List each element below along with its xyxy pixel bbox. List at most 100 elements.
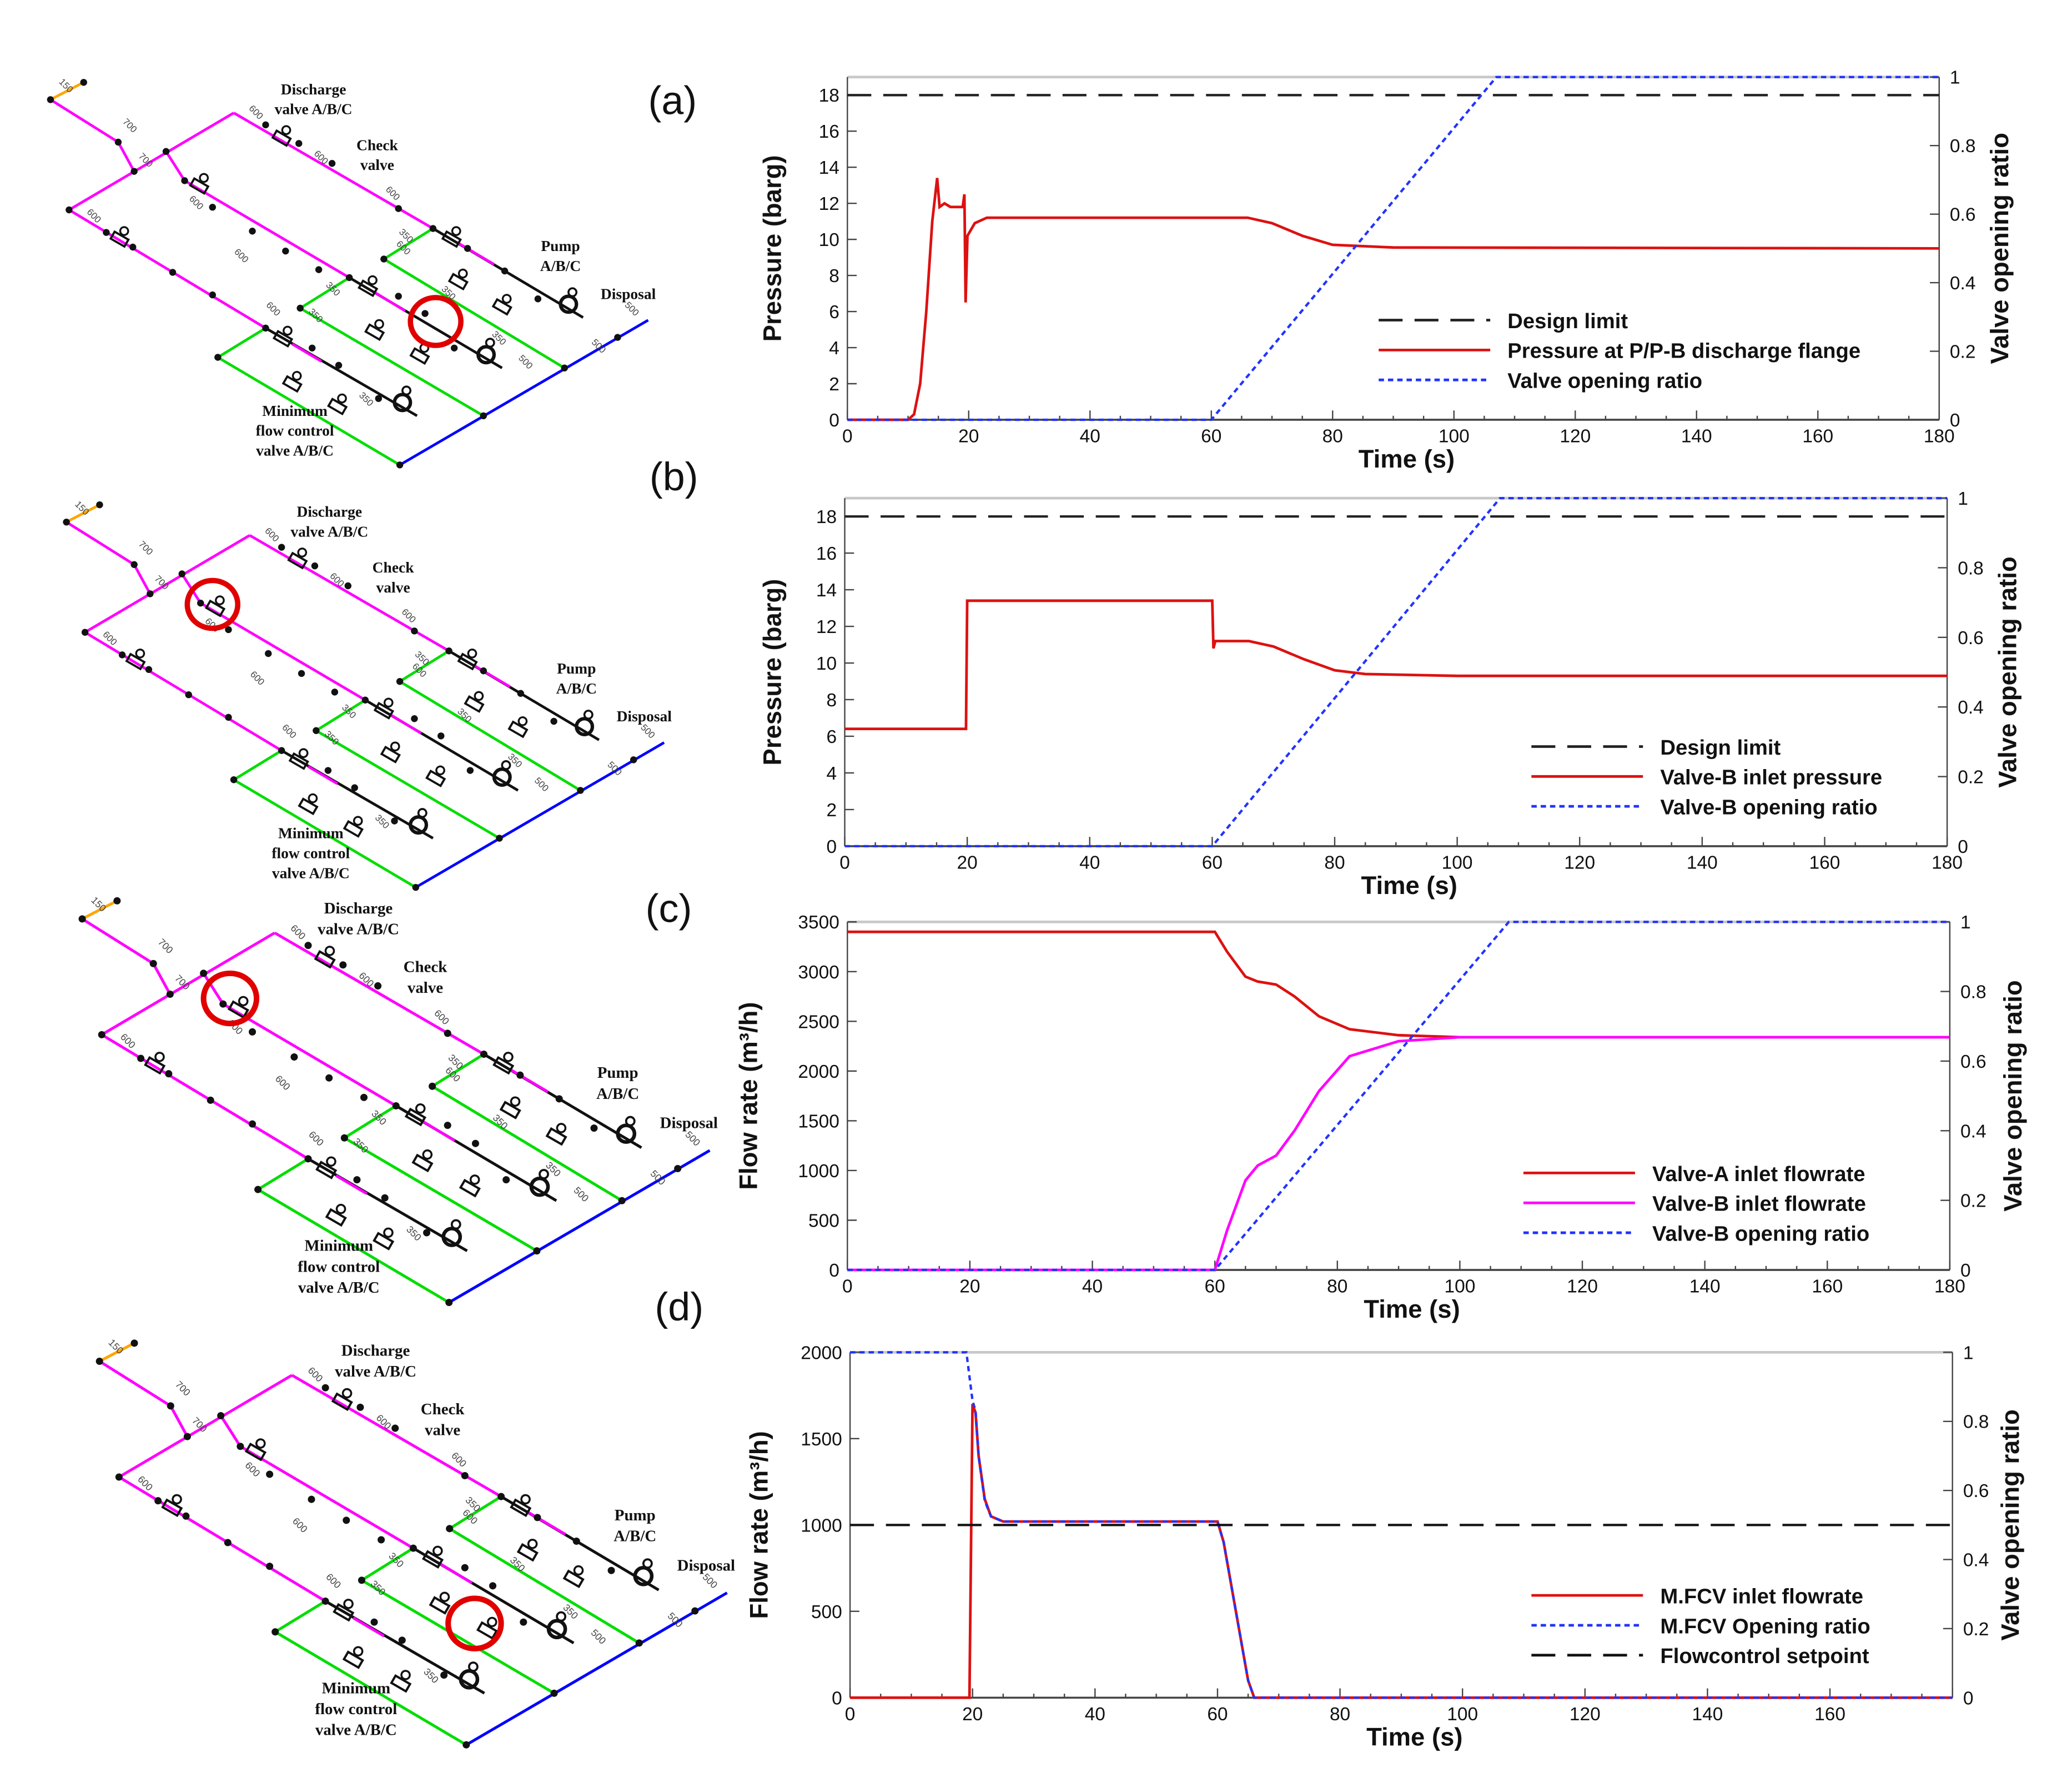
y2-tick-label: 1 [1963, 1343, 1974, 1363]
suction-line-c [68, 208, 266, 329]
pipe-node [311, 562, 319, 570]
pipe-node [118, 651, 126, 659]
x-tick-label: 40 [1082, 1277, 1103, 1297]
label-min-flow-control-valve-line: Minimum [304, 1238, 374, 1255]
valve-icon [545, 1123, 567, 1146]
pump-icon [409, 808, 429, 835]
x-tick-label: 0 [839, 853, 850, 873]
pipe-node [165, 1070, 173, 1078]
label-discharge-valve: Discharge valve A/B/C [290, 504, 368, 544]
valve-icon [343, 816, 364, 838]
pipe-node [533, 1247, 541, 1255]
label-check-valve-line: valve [376, 580, 410, 597]
pipe-node [691, 1607, 699, 1615]
label-check-valve-line: valve [407, 980, 444, 997]
pipe-node [446, 1525, 454, 1533]
pipe-node [423, 1229, 431, 1237]
y2-tick-label: 1 [1960, 912, 1971, 933]
y-axis-title: Flow rate (m³/h) [735, 1002, 763, 1190]
chart-d: 0 20 40 60 80 100 120 140 160 0 500 1000 1500 2000 0 0.… [745, 1343, 2025, 1751]
panel-label-a: (a) [648, 79, 697, 124]
pipe-segment [353, 1616, 385, 1638]
pipe-node [370, 1618, 378, 1626]
highlight-circle [200, 970, 260, 1027]
x-tick-label: 20 [962, 1704, 983, 1725]
suction-line-c [100, 1033, 309, 1161]
label-pump-line: Pump [557, 661, 596, 678]
valve-icon [404, 1103, 426, 1127]
pipe-node [534, 1514, 541, 1521]
pipe-segment [509, 1068, 549, 1093]
pipe-node [237, 1443, 244, 1450]
x-tick-label: 60 [1207, 1704, 1228, 1725]
pipe-node [271, 1628, 279, 1636]
label-min-flow-control-valve-line: Minimum [278, 826, 344, 842]
y2-axis-title: Valve opening ratio [1996, 1409, 2024, 1641]
label-discharge-valve: Discharge valve A/B/C [318, 900, 399, 941]
pipe-network-diagram: 150 700 700 600 600 600 600 600 600 600 600 350 350 3… [0, 0, 744, 491]
valve-icon [492, 1052, 515, 1075]
label-check-valve: Check valve [356, 137, 398, 177]
valve-icon [227, 996, 249, 1019]
pipe-node [183, 1433, 191, 1440]
label-discharge-valve: Discharge valve A/B/C [275, 81, 353, 121]
y-tick-label: 14 [816, 580, 837, 601]
legend-label: Design limit [1660, 736, 1781, 760]
x-tick-label: 60 [1202, 853, 1223, 873]
label-min-flow-control-valve-line: Minimum [321, 1680, 391, 1697]
valve-icon [333, 1599, 355, 1622]
disposal-header [448, 1149, 711, 1304]
label-check-valve-line: valve [360, 158, 394, 174]
pump-icon [633, 1558, 654, 1586]
label-min-flow-control-valve: Minimum flow control valve A/B/C [298, 1237, 380, 1300]
pipe-node [167, 1402, 174, 1410]
y2-tick-label: 0.4 [1960, 1121, 1986, 1142]
label-disposal: Disposal [601, 285, 656, 305]
y-axis-title: Pressure (barg) [758, 579, 787, 766]
pipe-node [391, 817, 398, 825]
pipe-node [378, 1536, 385, 1544]
pipe-segment [291, 343, 323, 363]
pipe-node [147, 590, 154, 597]
x-tick-label: 120 [1560, 426, 1591, 447]
highlight-circle [184, 577, 241, 631]
series-line-0 [847, 930, 1950, 1039]
pipe-node [47, 96, 54, 103]
x-tick-label: 160 [1802, 426, 1833, 447]
pipe-node [321, 1384, 329, 1392]
valve-icon [499, 1096, 521, 1119]
y2-tick-label: 0.6 [1958, 628, 1984, 649]
pipe-node [501, 267, 509, 275]
pipe-node [321, 1598, 329, 1605]
pipe-node [550, 717, 557, 725]
y2-tick-label: 0.4 [1958, 697, 1984, 718]
pipe-node [471, 1139, 479, 1147]
pipe-node [607, 1566, 615, 1574]
series-line-1 [847, 178, 1939, 421]
pipe-node [445, 647, 452, 655]
pipe-node [635, 1639, 643, 1647]
pipe-node [249, 228, 256, 235]
x-tick-label: 80 [1324, 853, 1345, 873]
disposal-header [399, 319, 649, 466]
label-discharge-valve-line: valve A/B/C [274, 102, 353, 118]
x-tick-label: 160 [1809, 853, 1840, 873]
valve-icon [244, 1438, 267, 1461]
y-axis-title: Pressure (barg) [758, 155, 787, 341]
pipe-node [254, 1186, 262, 1193]
valve-icon [271, 125, 292, 147]
y2-tick-label: 0.8 [1950, 136, 1976, 157]
valve-icon [144, 1052, 166, 1075]
valve-icon [507, 716, 529, 739]
x-axis-title: Time (s) [1366, 1722, 1462, 1751]
pipe-node [480, 412, 487, 420]
pipe-node [356, 1403, 364, 1411]
pipe-node [516, 1071, 524, 1079]
y2-tick-label: 0 [1950, 410, 1960, 431]
valve-icon [204, 595, 226, 617]
pipe-node [429, 225, 437, 232]
y2-axis-title: Valve opening ratio [1994, 556, 2022, 788]
legend-label: Valve-B inlet pressure [1660, 766, 1882, 790]
y-tick-label: 3500 [798, 912, 839, 933]
